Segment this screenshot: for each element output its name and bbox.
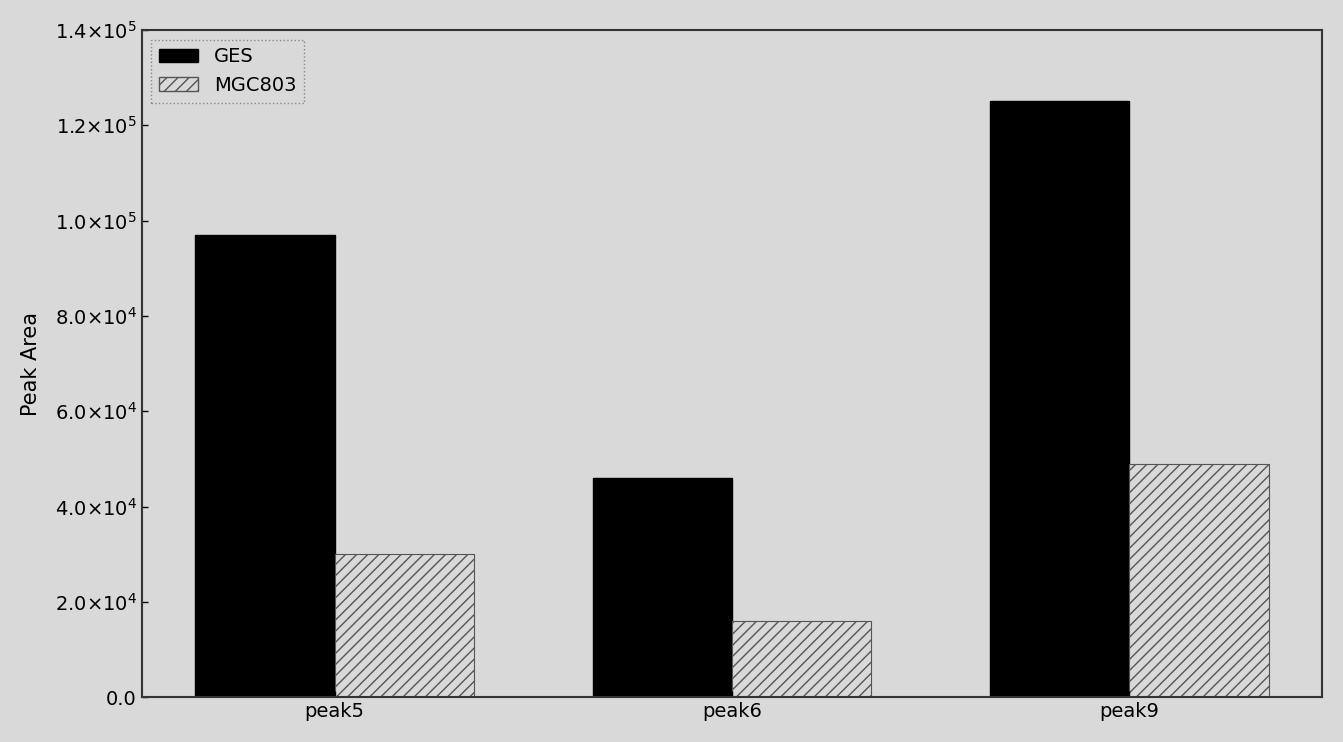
Bar <box>990 102 1129 697</box>
Bar <box>1129 464 1269 697</box>
Y-axis label: Peak Area: Peak Area <box>21 312 40 416</box>
Bar <box>592 478 732 697</box>
Bar <box>196 234 334 697</box>
Legend: GES, MGC803: GES, MGC803 <box>152 39 304 103</box>
Bar <box>732 621 872 697</box>
Bar <box>334 554 474 697</box>
